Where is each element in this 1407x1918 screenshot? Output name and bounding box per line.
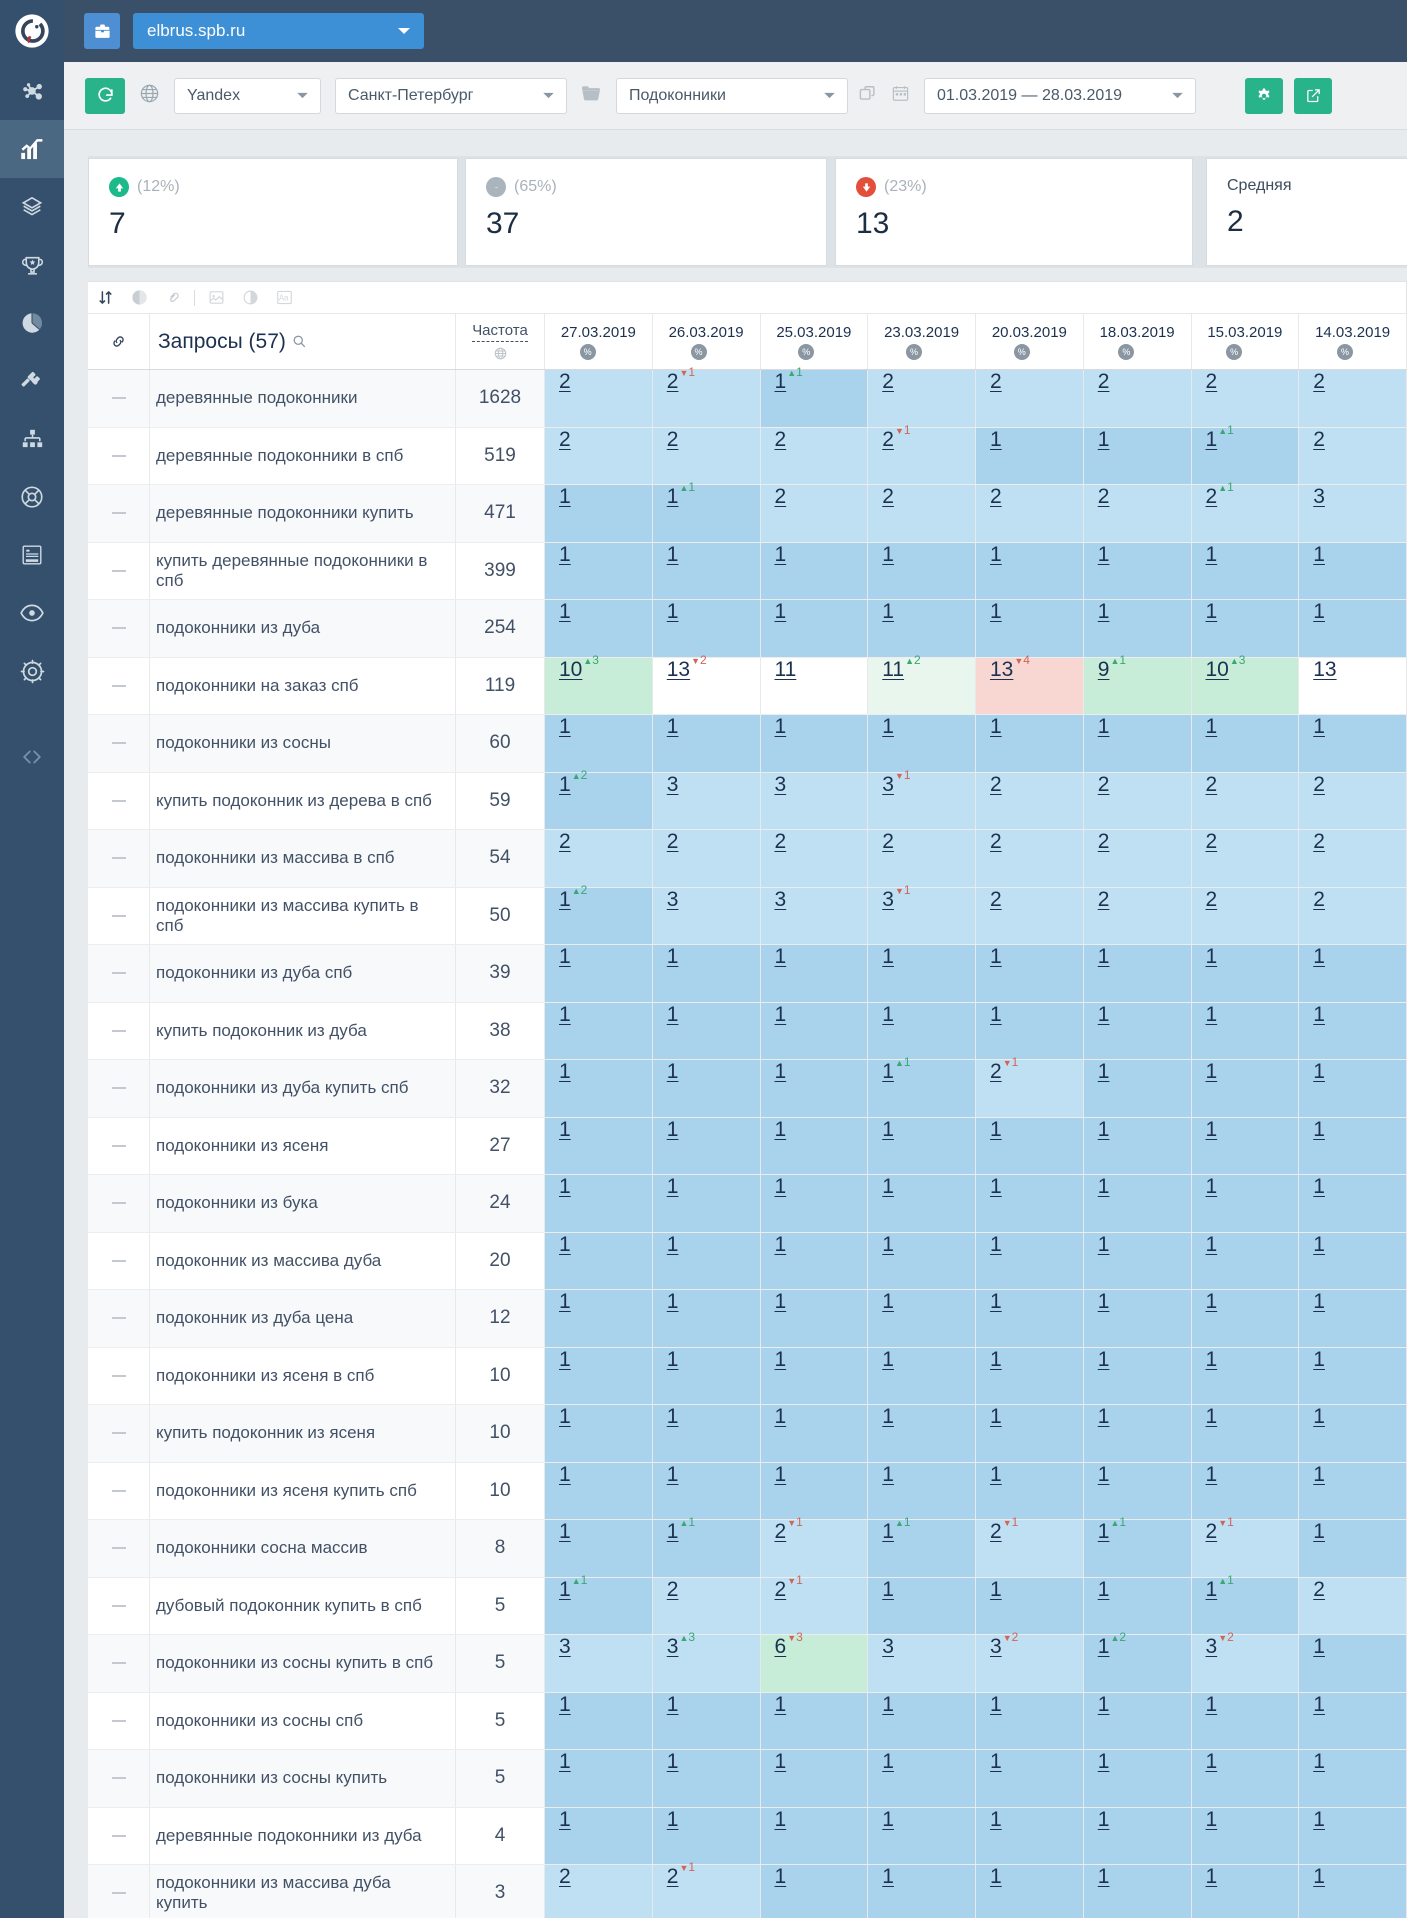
svg-text:Aa: Aa bbox=[278, 293, 288, 302]
